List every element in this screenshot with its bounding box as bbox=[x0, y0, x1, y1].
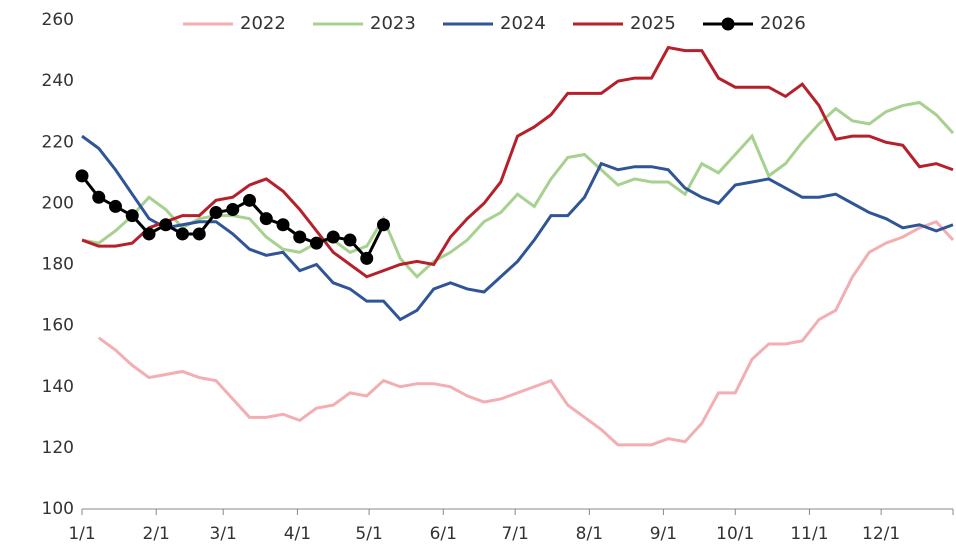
legend-marker bbox=[721, 17, 735, 31]
series-line bbox=[81, 100, 955, 279]
legend-label: 2023 bbox=[370, 13, 416, 34]
data-point bbox=[209, 206, 223, 220]
data-point bbox=[109, 199, 122, 213]
data-point bbox=[310, 236, 323, 250]
data-point bbox=[142, 227, 156, 241]
legend-label: 2025 bbox=[630, 13, 676, 34]
data-point bbox=[192, 227, 206, 241]
legend-label: 2026 bbox=[760, 13, 806, 34]
data-point bbox=[259, 212, 273, 226]
x-tick-label: 9/1 bbox=[650, 524, 677, 544]
data-point bbox=[75, 169, 89, 183]
data-point bbox=[243, 193, 256, 207]
series-line bbox=[81, 134, 954, 322]
data-point bbox=[159, 218, 173, 232]
y-tick-label: 160 bbox=[42, 316, 74, 336]
data-point bbox=[226, 202, 240, 216]
y-tick-label: 240 bbox=[42, 71, 74, 91]
data-point bbox=[377, 218, 390, 232]
y-tick-label: 120 bbox=[42, 438, 74, 458]
x-tick-label: 4/1 bbox=[284, 524, 311, 544]
data-point bbox=[326, 230, 340, 244]
y-tick-label: 140 bbox=[42, 377, 74, 397]
data-point bbox=[92, 190, 106, 204]
y-tick-label: 200 bbox=[42, 193, 74, 213]
data-point bbox=[276, 218, 290, 232]
series-line bbox=[97, 219, 955, 447]
legend-label: 2022 bbox=[240, 13, 286, 34]
data-point bbox=[293, 230, 307, 244]
data-point bbox=[176, 227, 189, 241]
x-tick-label: 8/1 bbox=[576, 524, 603, 544]
x-tick-label: 3/1 bbox=[210, 524, 237, 544]
x-tick-label: 10/1 bbox=[716, 524, 754, 544]
x-tick-label: 7/1 bbox=[501, 524, 528, 544]
x-tick-label: 12/1 bbox=[862, 524, 900, 544]
y-tick-label: 220 bbox=[42, 132, 74, 152]
x-tick-label: 5/1 bbox=[355, 524, 382, 544]
y-tick-label: 260 bbox=[42, 10, 74, 30]
data-point bbox=[343, 233, 357, 247]
y-tick-label: 100 bbox=[42, 499, 74, 519]
data-point bbox=[360, 251, 374, 265]
series-line bbox=[81, 45, 954, 279]
x-tick-label: 1/1 bbox=[68, 524, 95, 544]
legend-label: 2024 bbox=[500, 13, 546, 34]
x-tick-label: 6/1 bbox=[430, 524, 457, 544]
y-tick-label: 180 bbox=[42, 255, 74, 275]
x-tick-label: 11/1 bbox=[790, 524, 828, 544]
data-point bbox=[125, 209, 139, 223]
x-tick-label: 2/1 bbox=[143, 524, 170, 544]
